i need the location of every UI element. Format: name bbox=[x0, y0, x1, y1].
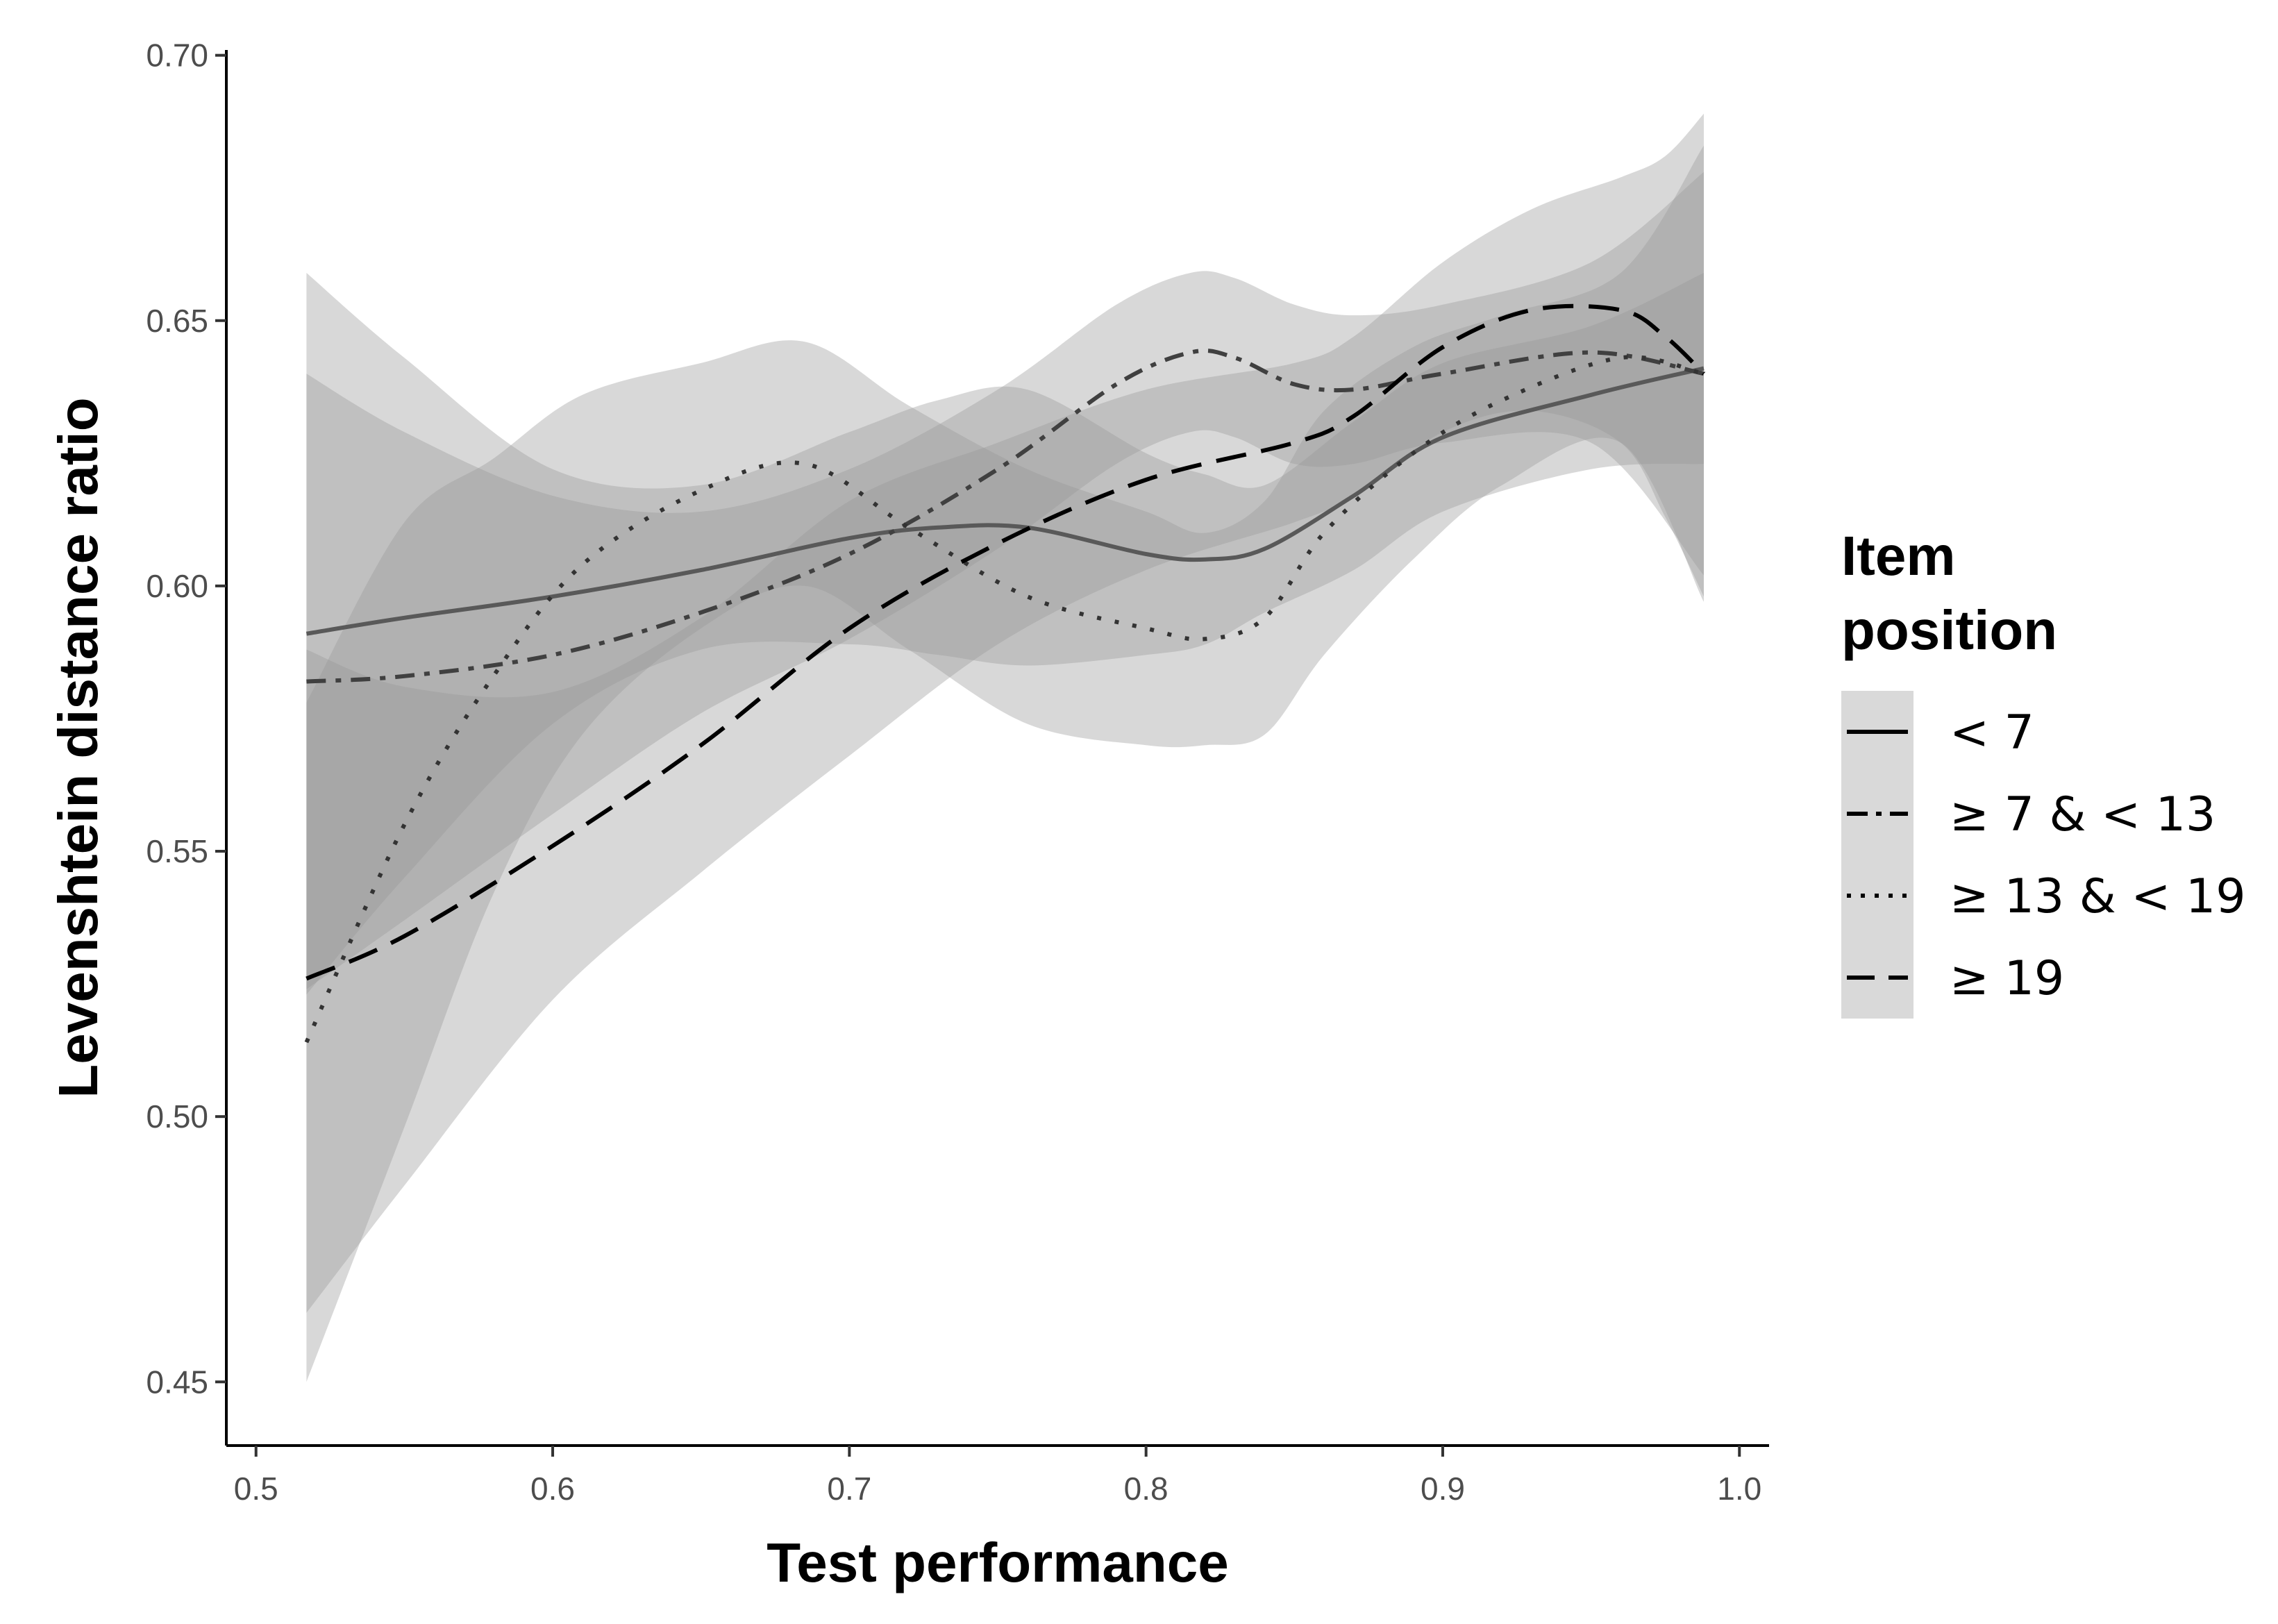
y-axis-ticks: 0.45 0.50 0.55 0.60 0.65 0.70 bbox=[146, 37, 226, 1400]
y-tick-label: 0.65 bbox=[146, 303, 208, 339]
legend-label: < 7 bbox=[1950, 705, 2034, 760]
x-tick-label: 0.6 bbox=[530, 1471, 575, 1507]
x-axis-ticks: 0.5 0.6 0.7 0.8 0.9 1.0 bbox=[234, 1446, 1761, 1507]
y-tick-label: 0.45 bbox=[146, 1364, 208, 1400]
x-axis-title: Test performance bbox=[767, 1532, 1228, 1593]
legend-title-line-1: Item bbox=[1841, 525, 1956, 587]
y-axis-title: Levenshtein distance ratio bbox=[47, 397, 109, 1098]
x-tick-label: 0.9 bbox=[1421, 1471, 1465, 1507]
legend-label: ≥ 7 & < 13 bbox=[1950, 787, 2216, 842]
legend-label: ≥ 13 & < 19 bbox=[1950, 869, 2246, 924]
x-tick-label: 0.7 bbox=[827, 1471, 871, 1507]
confidence-ribbon-1 bbox=[306, 273, 1704, 995]
confidence-ribbons bbox=[306, 113, 1704, 1382]
series-line-1 bbox=[305, 366, 1705, 636]
y-tick-label: 0.50 bbox=[146, 1098, 208, 1135]
y-tick-label: 0.55 bbox=[146, 833, 208, 869]
x-tick-label: 0.5 bbox=[234, 1471, 278, 1507]
series-lines bbox=[304, 303, 1706, 1044]
legend-title-line-2: position bbox=[1841, 599, 2057, 661]
legend: Item position < 7 ≥ 7 & < 13 ≥ 13 & < 19 ≥ … bbox=[1841, 525, 2246, 1019]
legend-items: < 7 ≥ 7 & < 13 ≥ 13 & < 19 ≥ 19 bbox=[1841, 691, 2246, 1019]
confidence-ribbon-3 bbox=[306, 145, 1704, 1382]
axes: 0.5 0.6 0.7 0.8 0.9 1.0 0.450.500.550.600.650… bbox=[146, 37, 1769, 1507]
y-tick-label: 0.70 bbox=[146, 37, 208, 74]
series-line-3 bbox=[304, 355, 1705, 1044]
y-tick-label: 0.60 bbox=[146, 568, 208, 604]
confidence-ribbon-4 bbox=[306, 113, 1704, 1313]
legend-label: ≥ 19 bbox=[1950, 951, 2064, 1006]
x-tick-label: 0.8 bbox=[1124, 1471, 1169, 1507]
x-tick-label: 1.0 bbox=[1717, 1471, 1761, 1507]
confidence-ribbon-2 bbox=[306, 171, 1704, 989]
series-line-2 bbox=[306, 349, 1705, 684]
series-line-4 bbox=[305, 303, 1706, 981]
